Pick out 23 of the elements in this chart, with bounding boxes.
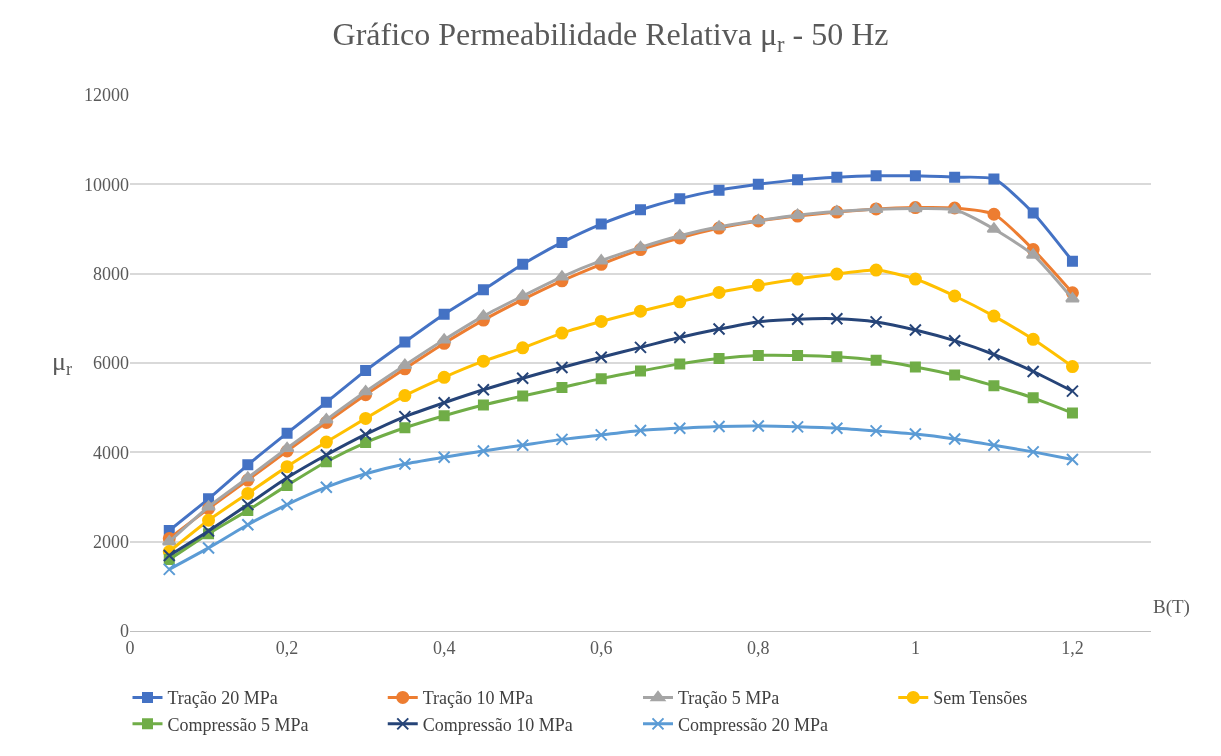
legend-label: Compressão 5 MPa	[167, 714, 309, 735]
y-axis-title: μ$_{r}$	[52, 347, 73, 380]
x-tick-label: 0,4	[432, 637, 456, 658]
legend-label: Compressão 20 MPa	[678, 714, 828, 735]
y-tick-label: 6000	[93, 353, 129, 374]
legend-label: Tração 10 MPa	[422, 688, 534, 709]
legend-label: Tração 20 MPa	[167, 688, 278, 709]
y-tick-label: 12000	[84, 85, 129, 106]
y-tick-label: 10000	[84, 174, 129, 195]
y-tick-label: 4000	[93, 442, 129, 463]
x-tick-label: 1,2	[1061, 637, 1084, 658]
legend-label: Compressão 10 MPa	[422, 714, 573, 735]
y-tick-label: 0	[120, 621, 129, 642]
x-tick-label: 0,6	[589, 637, 613, 658]
chart-title: Gráfico Permeabilidade Relativa μ$_{r}$ - 50 Hz	[332, 16, 889, 57]
legend-label: Sem Tensões	[933, 688, 1028, 709]
x-tick-label: 0,8	[747, 637, 770, 658]
y-tick-label: 8000	[93, 263, 129, 284]
legend-label: Tração 5 MPa	[678, 688, 780, 709]
x-axis-title: B(T)	[1153, 596, 1190, 618]
x-tick-label: 1	[910, 637, 920, 658]
y-tick-label: 2000	[93, 531, 129, 552]
x-tick-label: 0,2	[275, 637, 299, 658]
